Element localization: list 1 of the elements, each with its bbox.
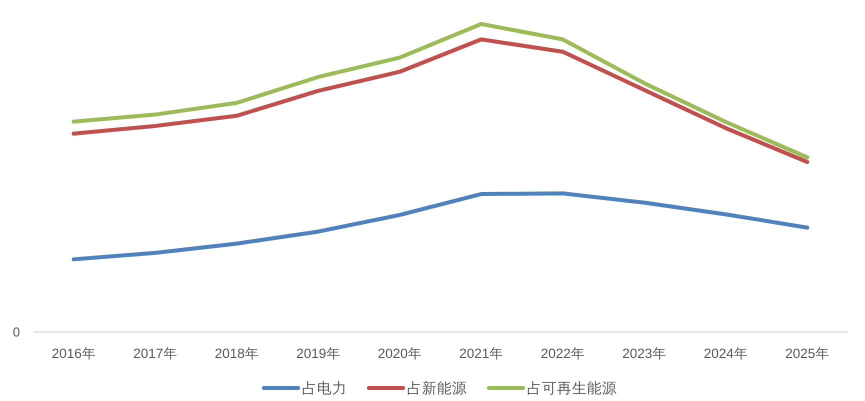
annotation: 0 — [12, 324, 20, 340]
